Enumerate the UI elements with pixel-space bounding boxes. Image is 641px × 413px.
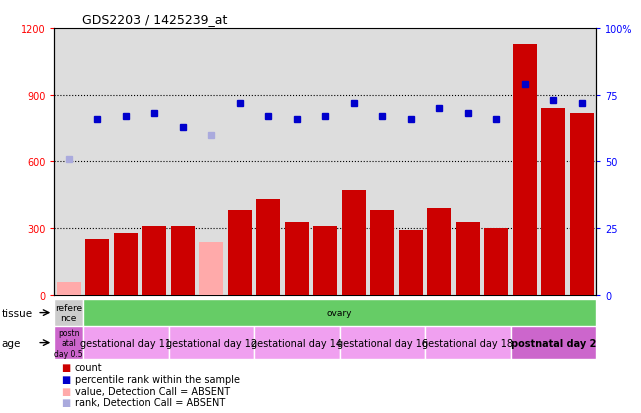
Bar bbox=[340, 326, 425, 359]
Bar bbox=[541, 109, 565, 295]
Bar bbox=[456, 222, 480, 295]
Bar bbox=[113, 233, 138, 295]
Bar bbox=[85, 240, 110, 295]
Bar bbox=[425, 326, 511, 359]
Bar bbox=[169, 326, 254, 359]
Bar bbox=[342, 191, 366, 295]
Text: ■: ■ bbox=[61, 397, 70, 407]
Bar bbox=[83, 326, 169, 359]
Text: ■: ■ bbox=[61, 386, 70, 396]
Bar bbox=[285, 222, 309, 295]
Bar bbox=[199, 242, 224, 295]
Bar bbox=[256, 200, 280, 295]
Bar bbox=[313, 226, 337, 295]
Text: refere
nce: refere nce bbox=[55, 303, 82, 323]
Bar bbox=[254, 326, 340, 359]
Text: gestational day 14: gestational day 14 bbox=[251, 338, 342, 348]
Text: ovary: ovary bbox=[327, 309, 353, 317]
Text: GDS2203 / 1425239_at: GDS2203 / 1425239_at bbox=[81, 13, 227, 26]
Bar bbox=[56, 282, 81, 295]
Text: percentile rank within the sample: percentile rank within the sample bbox=[75, 374, 240, 384]
Text: gestational day 16: gestational day 16 bbox=[337, 338, 428, 348]
Bar bbox=[427, 209, 451, 295]
Bar bbox=[142, 226, 167, 295]
Text: rank, Detection Call = ABSENT: rank, Detection Call = ABSENT bbox=[75, 397, 225, 407]
Text: gestational day 12: gestational day 12 bbox=[166, 338, 257, 348]
Bar bbox=[511, 326, 596, 359]
Bar bbox=[370, 211, 394, 295]
Bar bbox=[171, 226, 195, 295]
Text: gestational day 18: gestational day 18 bbox=[422, 338, 513, 348]
Text: postn
atal
day 0.5: postn atal day 0.5 bbox=[54, 328, 83, 358]
Text: value, Detection Call = ABSENT: value, Detection Call = ABSENT bbox=[75, 386, 230, 396]
Text: ■: ■ bbox=[61, 374, 70, 384]
Bar bbox=[54, 299, 83, 326]
Bar bbox=[399, 231, 423, 295]
Text: postnatal day 2: postnatal day 2 bbox=[511, 338, 596, 348]
Bar bbox=[54, 326, 83, 359]
Text: ■: ■ bbox=[61, 363, 70, 373]
Bar bbox=[570, 113, 594, 295]
Text: tissue: tissue bbox=[1, 308, 33, 318]
Text: count: count bbox=[75, 363, 103, 373]
Text: gestational day 11: gestational day 11 bbox=[80, 338, 171, 348]
Bar bbox=[228, 211, 252, 295]
Bar bbox=[513, 45, 537, 295]
Text: age: age bbox=[1, 338, 21, 348]
Bar bbox=[484, 229, 508, 295]
